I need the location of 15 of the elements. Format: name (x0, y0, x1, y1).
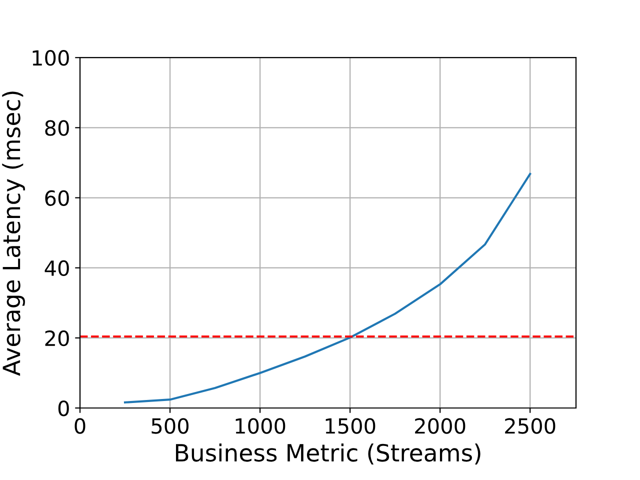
y-tick-label: 60 (45, 190, 69, 206)
x-tick-label: 2000 (415, 418, 466, 434)
y-tick-label: 20 (45, 330, 69, 346)
x-axis-title: Business Metric (Streams) (176, 443, 480, 464)
x-tick-label: 500 (152, 418, 189, 434)
y-tick-label: 0 (58, 400, 69, 416)
x-tick-label: 1000 (236, 418, 286, 434)
x-tick-label: 0 (74, 418, 86, 434)
y-tick-label: 40 (44, 260, 69, 276)
x-tick-label: 1500 (326, 418, 376, 434)
x-tick-label: 2500 (505, 418, 556, 434)
y-tick-label: 100 (32, 50, 69, 66)
y-tick-label: 80 (45, 120, 69, 136)
y-axis-title: Average Latency (msec) (2, 92, 25, 376)
line-series (124, 172, 532, 404)
